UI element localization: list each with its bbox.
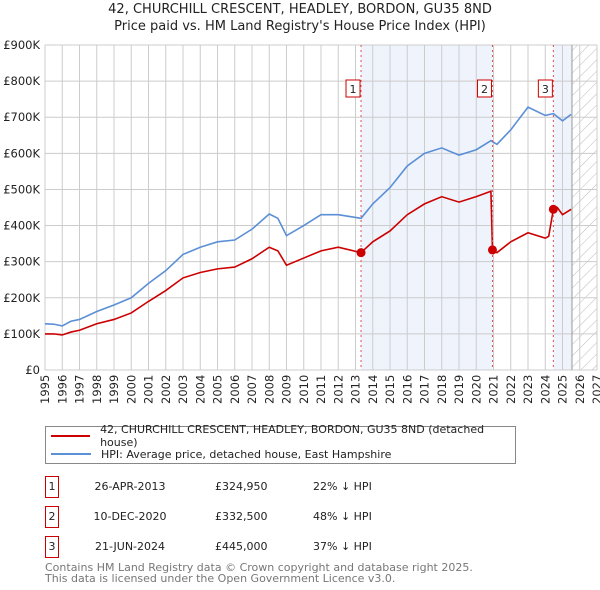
- x-tick-label: 1995: [38, 375, 52, 404]
- sale-row: 1 26-APR-2013 £324,950 22% ↓ HPI: [45, 476, 445, 498]
- y-tick-label: £100K: [3, 327, 40, 341]
- x-tick-label: 2027: [590, 375, 600, 404]
- y-tick-label: £800K: [3, 74, 40, 88]
- y-tick-label: £0: [25, 363, 40, 377]
- x-tick-label: 2004: [193, 375, 207, 404]
- x-tick-label: 2001: [142, 375, 156, 404]
- ownership-shade: [361, 45, 493, 370]
- sale-price: £324,950: [215, 480, 268, 493]
- sale-date: 10-DEC-2020: [93, 510, 167, 523]
- x-tick-label: 1999: [107, 375, 121, 404]
- sale-marker-label: 1: [45, 476, 59, 498]
- x-tick-label: 1997: [73, 375, 87, 404]
- x-tick-label: 2021: [487, 375, 501, 404]
- y-tick-label: £500K: [3, 182, 40, 196]
- y-tick-label: £300K: [3, 255, 40, 269]
- x-tick-label: 1996: [55, 375, 69, 404]
- sale-hpi-diff: 48% ↓ HPI: [313, 510, 372, 523]
- sale-label: 2: [481, 83, 488, 96]
- x-tick-label: 2018: [435, 375, 449, 404]
- footer-line-1: Contains HM Land Registry data © Crown c…: [45, 561, 473, 574]
- x-tick-label: 2009: [280, 375, 294, 404]
- sale-row: 2 10-DEC-2020 £332,500 48% ↓ HPI: [45, 506, 445, 528]
- x-tick-label: 2012: [331, 375, 345, 404]
- x-tick-label: 2002: [159, 375, 173, 404]
- footer-line-2: This data is licensed under the Open Gov…: [45, 572, 396, 585]
- chart-subtitle: Price paid vs. HM Land Registry's House …: [114, 19, 486, 34]
- x-tick-label: 1998: [90, 375, 104, 404]
- sale-hpi-diff: 37% ↓ HPI: [313, 540, 372, 553]
- y-tick-label: £600K: [3, 146, 40, 160]
- x-tick-label: 2019: [452, 375, 466, 404]
- y-tick-label: £700K: [3, 110, 40, 124]
- sale-marker-label: 3: [45, 536, 59, 558]
- sale-price: £332,500: [215, 510, 268, 523]
- y-tick-label: £200K: [3, 291, 40, 305]
- sale-label-box: [476, 79, 492, 98]
- x-tick-label: 2010: [297, 375, 311, 404]
- sale-point: [548, 204, 558, 214]
- y-tick-label: £900K: [3, 38, 40, 52]
- legend-label: 42, CHURCHILL CRESCENT, HEADLEY, BORDON,…: [100, 423, 485, 449]
- chart-title: 42, CHURCHILL CRESCENT, HEADLEY, BORDON,…: [108, 2, 492, 17]
- sale-label-box: [537, 79, 553, 98]
- x-tick-label: 2005: [211, 375, 225, 404]
- legend: 42, CHURCHILL CRESCENT, HEADLEY, BORDON,…: [45, 423, 516, 464]
- plot-area: 1995 1996 1997 1998 1999 2000 2001 2002 2003 2004…: [3, 38, 600, 404]
- legend-item-hpi: HPI: Average price, detached house, East…: [46, 445, 391, 463]
- legend-swatch-blue: [51, 453, 91, 455]
- legend-swatch-red: [51, 435, 91, 437]
- sale-point: [356, 248, 366, 258]
- x-tick-label: 2015: [383, 375, 397, 404]
- property-price-line: [45, 190, 572, 336]
- x-tick-label: 2008: [262, 375, 276, 404]
- sale-date: 26-APR-2013: [94, 480, 166, 493]
- x-tick-label: 2011: [314, 375, 328, 404]
- x-tick-label: 2007: [245, 375, 259, 404]
- x-tick-label: 2013: [349, 375, 363, 404]
- y-tick-label: £400K: [3, 219, 40, 233]
- x-tick-label: 2000: [124, 375, 138, 404]
- sale-label: 3: [542, 83, 549, 96]
- x-tick-label: 2016: [400, 375, 414, 404]
- hpi-line: [44, 106, 572, 327]
- x-tick-label: 2022: [504, 375, 518, 404]
- sale-price: £445,000: [215, 540, 268, 553]
- sale-date: 21-JUN-2024: [94, 540, 166, 553]
- sale-point: [487, 245, 497, 255]
- x-tick-label: 2025: [556, 375, 570, 404]
- sale-marker-label: 2: [45, 506, 59, 528]
- legend-item-property: 42, CHURCHILL CRESCENT, HEADLEY, BORDON,…: [46, 423, 515, 449]
- forecast-hatch: [571, 45, 597, 370]
- legend-label: HPI: Average price, detached house, East…: [101, 447, 392, 461]
- x-tick-label: 2024: [538, 375, 552, 404]
- x-tick-label: 2006: [228, 375, 242, 404]
- x-tick-label: 2020: [469, 375, 483, 404]
- sale-row: 3 21-JUN-2024 £445,000 37% ↓ HPI: [45, 536, 445, 558]
- x-tick-label: 2014: [366, 375, 380, 404]
- sale-hpi-diff: 22% ↓ HPI: [313, 480, 372, 493]
- sale-label: 1: [350, 83, 357, 96]
- x-tick-label: 2023: [521, 375, 535, 404]
- sale-label-box: [345, 79, 361, 98]
- x-tick-label: 2017: [418, 375, 432, 404]
- x-tick-label: 2026: [573, 375, 587, 404]
- x-tick-label: 2003: [176, 375, 190, 404]
